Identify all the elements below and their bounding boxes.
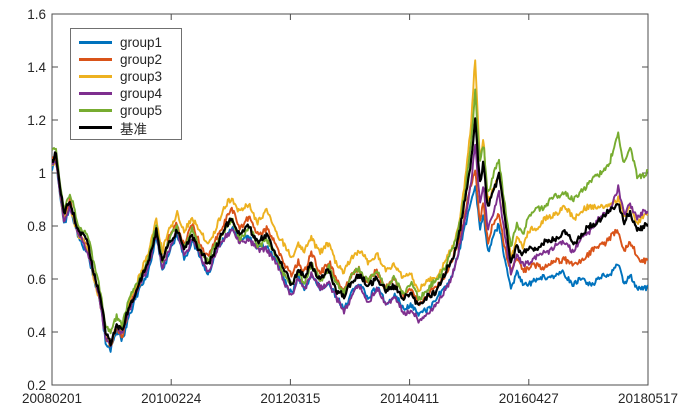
y-tick-label: 0.8: [27, 219, 46, 234]
legend-line-sample: [79, 92, 112, 95]
x-tick-label: 20100224: [141, 391, 202, 406]
legend-item-group4: group4: [79, 85, 181, 102]
series-line-1: [52, 157, 648, 353]
legend-line-sample: [79, 75, 112, 78]
legend-label: group1: [120, 35, 163, 50]
legend-line-sample: [79, 109, 112, 112]
y-tick-label: 1.4: [27, 60, 46, 75]
x-tick-label: 20160427: [498, 391, 559, 406]
x-tick-label: 20140411: [380, 391, 440, 406]
series-line-3: [52, 59, 648, 347]
series-line-4: [52, 143, 648, 348]
x-tick-label: 20120315: [260, 391, 321, 406]
y-tick-label: 0.4: [27, 325, 46, 340]
legend-item-group3: group3: [79, 68, 181, 85]
legend: group1 group2 group3 group4 group5 基准: [70, 28, 182, 140]
legend-item-benchmark: 基准: [79, 119, 181, 137]
x-tick-label: 20080201: [21, 391, 83, 406]
y-tick-label: 1: [38, 166, 46, 181]
series-line-5: [52, 88, 648, 335]
legend-label: group4: [120, 86, 163, 101]
legend-item-group2: group2: [79, 51, 181, 68]
y-tick-label: 1.6: [27, 7, 46, 22]
y-tick-label: 1.2: [27, 113, 46, 128]
legend-item-group1: group1: [79, 34, 181, 51]
axis-ticks: [51, 13, 649, 386]
legend-line-sample: [79, 126, 112, 129]
axis-box: [51, 13, 649, 386]
series-lines: [52, 59, 648, 353]
legend-line-sample: [79, 58, 112, 61]
x-tick-label: 20180517: [617, 391, 679, 406]
y-tick-label: 0.6: [27, 272, 46, 287]
legend-line-sample: [79, 41, 112, 44]
y-tick-label: 0.2: [27, 378, 46, 393]
legend-label: group5: [120, 103, 163, 118]
series-line-2: [52, 156, 648, 347]
series-line-6: [52, 117, 648, 347]
legend-label: group2: [120, 52, 163, 67]
legend-label: group3: [120, 69, 163, 84]
legend-item-group5: group5: [79, 102, 181, 119]
legend-label: 基准: [120, 121, 147, 137]
